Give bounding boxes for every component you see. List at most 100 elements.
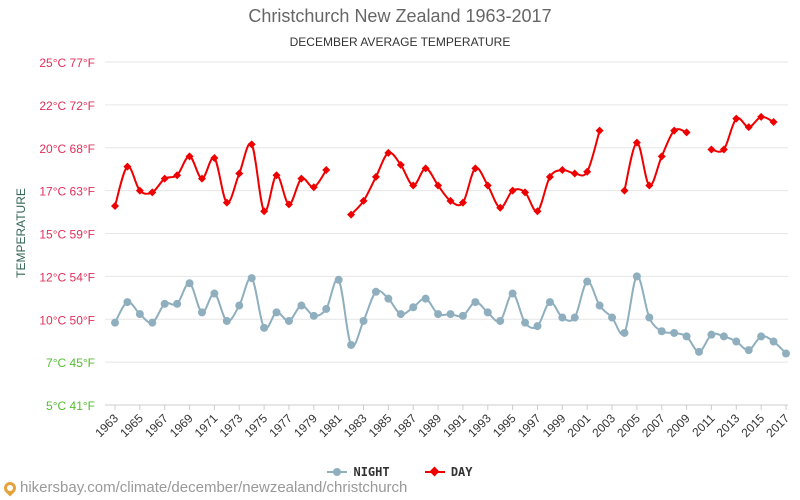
day-point[interactable] <box>483 181 492 190</box>
day-point[interactable] <box>284 200 293 209</box>
night-point[interactable] <box>235 301 244 310</box>
night-point[interactable] <box>583 277 592 286</box>
night-point[interactable] <box>632 272 641 281</box>
day-point[interactable] <box>620 186 629 195</box>
night-point[interactable] <box>757 332 766 341</box>
night-point[interactable] <box>458 311 467 320</box>
night-point[interactable] <box>521 318 530 327</box>
night-point[interactable] <box>471 298 480 307</box>
day-point[interactable] <box>545 172 554 181</box>
night-point[interactable] <box>272 308 281 317</box>
night-point[interactable] <box>384 294 393 303</box>
day-point[interactable] <box>670 126 679 135</box>
day-point[interactable] <box>719 145 728 154</box>
night-point[interactable] <box>111 318 119 327</box>
night-point[interactable] <box>744 346 753 355</box>
day-point[interactable] <box>682 128 691 137</box>
night-point[interactable] <box>695 347 704 356</box>
day-point[interactable] <box>583 167 592 176</box>
day-point[interactable] <box>434 181 443 190</box>
night-point[interactable] <box>558 313 567 322</box>
day-point[interactable] <box>744 123 753 132</box>
night-point[interactable] <box>732 337 741 346</box>
day-point[interactable] <box>595 126 604 135</box>
night-point[interactable] <box>719 332 728 341</box>
day-point[interactable] <box>309 183 318 192</box>
day-point[interactable] <box>458 198 467 207</box>
night-point[interactable] <box>334 275 343 284</box>
night-point[interactable] <box>160 299 169 308</box>
night-point[interactable] <box>371 287 380 296</box>
day-point[interactable] <box>359 196 368 205</box>
day-point[interactable] <box>632 138 641 147</box>
night-point[interactable] <box>185 279 194 288</box>
night-point[interactable] <box>508 289 517 298</box>
day-point[interactable] <box>446 196 455 205</box>
day-point[interactable] <box>347 210 356 219</box>
night-point[interactable] <box>570 313 579 322</box>
night-point[interactable] <box>197 308 206 317</box>
night-point[interactable] <box>595 301 604 310</box>
day-point[interactable] <box>732 114 741 123</box>
night-point[interactable] <box>446 310 455 319</box>
night-point[interactable] <box>222 316 231 325</box>
night-point[interactable] <box>707 330 716 339</box>
night-point[interactable] <box>284 316 293 325</box>
day-point[interactable] <box>322 166 331 175</box>
night-point[interactable] <box>533 322 542 331</box>
day-point[interactable] <box>260 207 269 216</box>
day-point[interactable] <box>508 186 517 195</box>
night-point[interactable] <box>148 318 157 327</box>
night-point[interactable] <box>657 327 666 336</box>
day-point[interactable] <box>521 188 530 197</box>
day-point[interactable] <box>235 169 244 178</box>
night-point[interactable] <box>297 301 306 310</box>
day-point[interactable] <box>421 164 430 173</box>
day-point[interactable] <box>197 174 206 183</box>
night-point[interactable] <box>620 328 629 337</box>
night-point[interactable] <box>670 328 679 337</box>
day-point[interactable] <box>645 181 654 190</box>
legend-item-night[interactable]: NIGHT <box>327 465 390 479</box>
day-point[interactable] <box>757 112 766 121</box>
source-link[interactable]: hikersbay.com/climate/december/newzealan… <box>1 479 407 496</box>
day-point[interactable] <box>123 162 132 171</box>
day-point[interactable] <box>570 169 579 178</box>
day-point[interactable] <box>371 172 380 181</box>
night-point[interactable] <box>421 294 430 303</box>
day-point[interactable] <box>496 203 505 212</box>
night-point[interactable] <box>347 340 356 349</box>
day-point[interactable] <box>185 152 194 161</box>
day-point[interactable] <box>657 152 666 161</box>
night-point[interactable] <box>210 289 219 298</box>
night-point[interactable] <box>682 332 691 341</box>
night-point[interactable] <box>645 313 654 322</box>
day-point[interactable] <box>471 164 480 173</box>
day-point[interactable] <box>272 171 281 180</box>
day-point[interactable] <box>384 148 393 157</box>
night-point[interactable] <box>123 298 132 307</box>
night-point[interactable] <box>483 308 492 317</box>
night-point[interactable] <box>496 316 505 325</box>
night-point[interactable] <box>135 310 144 319</box>
day-point[interactable] <box>769 118 778 127</box>
day-point[interactable] <box>222 198 231 207</box>
night-point[interactable] <box>434 310 443 319</box>
night-point[interactable] <box>782 349 790 358</box>
night-point[interactable] <box>260 323 269 332</box>
night-point[interactable] <box>409 303 418 312</box>
night-point[interactable] <box>608 313 617 322</box>
night-point[interactable] <box>247 274 256 283</box>
night-point[interactable] <box>359 316 368 325</box>
day-point[interactable] <box>160 174 169 183</box>
day-point[interactable] <box>409 181 418 190</box>
night-point[interactable] <box>396 310 405 319</box>
night-point[interactable] <box>769 337 778 346</box>
day-point[interactable] <box>558 166 567 175</box>
night-point[interactable] <box>173 299 182 308</box>
night-point[interactable] <box>322 304 331 313</box>
day-point[interactable] <box>297 174 306 183</box>
night-point[interactable] <box>309 311 318 320</box>
day-point[interactable] <box>111 202 119 211</box>
day-point[interactable] <box>148 188 157 197</box>
